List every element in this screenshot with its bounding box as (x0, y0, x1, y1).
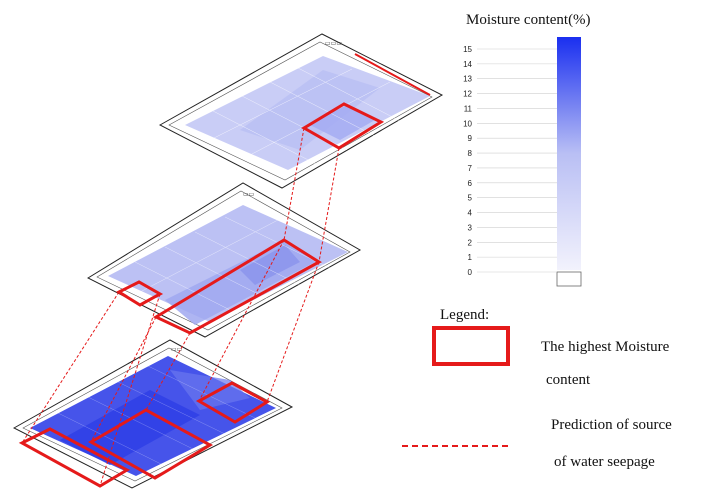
colorbar-tick-label: 6 (468, 179, 473, 188)
bottom-floor: ▭▭ (12, 339, 294, 489)
middle-floor: ▭▭ (86, 182, 362, 338)
legend-box-label-line1: The highest Moisture (541, 339, 670, 355)
top-floor-moisture-patch-dark (310, 105, 375, 140)
middle-floor-tag: ▭▭ (243, 192, 254, 198)
bottom-floor-moisture-patch-light (170, 370, 250, 410)
seepage-prediction-lines (21, 127, 340, 487)
top-floor-tag: ▭▭▭ (325, 41, 342, 47)
colorbar-tick-label: 15 (463, 45, 472, 54)
legend-highest-moisture-box-icon (432, 326, 510, 366)
colorbar-tick-label: 2 (468, 238, 473, 247)
colorbar-tick-label: 11 (464, 104, 473, 113)
legend-line-label-line1: Prediction of source (551, 417, 672, 433)
colorbar-zero-swatch (556, 271, 582, 287)
colorbar: Moisture content(%) 01234567891011121314… (463, 12, 591, 287)
colorbar-tick-label: 8 (468, 149, 473, 158)
colorbar-tick-label: 9 (468, 134, 473, 143)
top-floor-highest-moisture-box (301, 102, 385, 150)
colorbar-tick-label: 10 (463, 119, 472, 128)
colorbar-tick-label: 13 (463, 75, 472, 84)
bottom-floor-highest-moisture-box-right (195, 381, 270, 424)
top-floor-edge-highlight (354, 53, 431, 96)
colorbar-tick-label: 4 (468, 209, 473, 218)
top-floor-inner-border (168, 41, 433, 181)
middle-floor-inner-border (96, 190, 351, 331)
top-floor-moisture-patch (240, 70, 380, 150)
colorbar-tick-label: 0 (468, 268, 473, 277)
colorbar-tick-label: 12 (463, 90, 472, 99)
colorbar-tick-label: 1 (468, 253, 473, 262)
colorbar-tick-label: 7 (468, 164, 473, 173)
colorbar-tick-label: 3 (468, 223, 473, 232)
top-floor: ▭▭▭ (158, 33, 444, 189)
middle-floor-grid (134, 216, 331, 316)
colorbar-gradient (557, 37, 581, 270)
colorbar-tick-label: 14 (463, 60, 472, 69)
legend-line-label-line2: of water seepage (554, 454, 655, 470)
legend-box-label-line2: content (546, 372, 591, 388)
bottom-floor-grid (57, 365, 256, 467)
legend-title: Legend: (440, 307, 489, 323)
colorbar-tick-label: 5 (468, 194, 473, 203)
legend: Legend: The highest Moisture content Pre… (402, 307, 672, 470)
bottom-floor-highest-moisture-box-center (87, 408, 214, 480)
bottom-floor-highest-moisture-box-left (18, 427, 131, 488)
middle-floor-moisture-map (108, 205, 348, 322)
bottom-floor-inner-border (22, 347, 283, 482)
middle-floor-moisture-patch-dark (240, 245, 300, 285)
bottom-floor-tag: ▭▭ (171, 347, 182, 353)
colorbar-title: Moisture content(%) (466, 12, 591, 28)
bottom-floor-moisture-patch (60, 390, 200, 465)
